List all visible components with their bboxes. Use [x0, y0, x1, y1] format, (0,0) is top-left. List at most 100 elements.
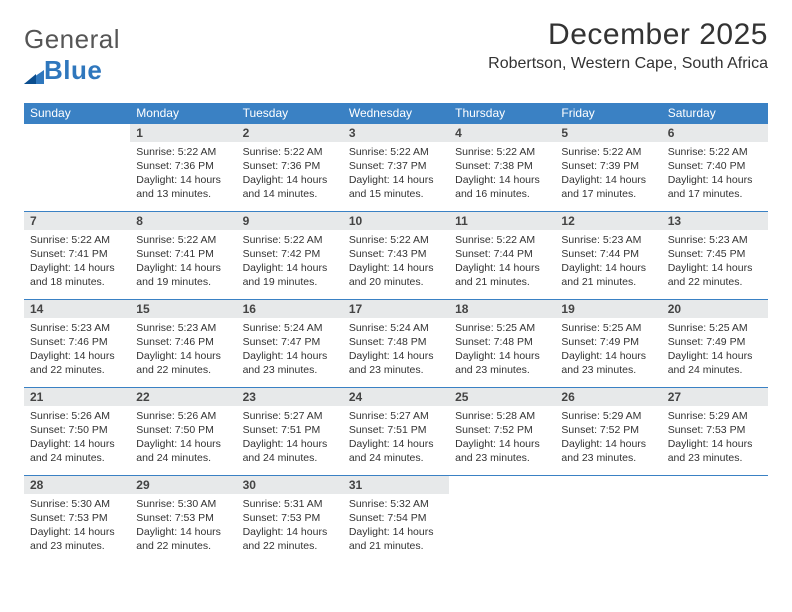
day-body: Sunrise: 5:30 AMSunset: 7:53 PMDaylight:… — [130, 494, 236, 558]
day-number: 6 — [662, 124, 768, 142]
day-number: 7 — [24, 212, 130, 230]
day-number: 3 — [343, 124, 449, 142]
day-number: 18 — [449, 300, 555, 318]
day-number: 24 — [343, 388, 449, 406]
day-number: 25 — [449, 388, 555, 406]
day-number: 28 — [24, 476, 130, 494]
day-number: 12 — [555, 212, 661, 230]
sunset-line: Sunset: 7:51 PM — [243, 423, 337, 437]
day-number: 15 — [130, 300, 236, 318]
sunset-line: Sunset: 7:41 PM — [30, 247, 124, 261]
sunset-line: Sunset: 7:54 PM — [349, 511, 443, 525]
sunset-line: Sunset: 7:50 PM — [136, 423, 230, 437]
day-number: 4 — [449, 124, 555, 142]
day-body: Sunrise: 5:22 AMSunset: 7:41 PMDaylight:… — [24, 230, 130, 294]
day-number: 10 — [343, 212, 449, 230]
day-body: Sunrise: 5:31 AMSunset: 7:53 PMDaylight:… — [237, 494, 343, 558]
sunrise-line: Sunrise: 5:26 AM — [136, 409, 230, 423]
sunrise-line: Sunrise: 5:31 AM — [243, 497, 337, 511]
sunrise-line: Sunrise: 5:23 AM — [668, 233, 762, 247]
sunrise-line: Sunrise: 5:22 AM — [243, 233, 337, 247]
day-cell: 20Sunrise: 5:25 AMSunset: 7:49 PMDayligh… — [662, 299, 768, 387]
day-cell: 29Sunrise: 5:30 AMSunset: 7:53 PMDayligh… — [130, 475, 236, 563]
day-cell: 22 Sunrise: 5:26 AMSunset: 7:50 PMDayligh… — [130, 387, 236, 475]
daylight-line: Daylight: 14 hours and 17 minutes. — [668, 173, 762, 201]
sunrise-line: Sunrise: 5:25 AM — [668, 321, 762, 335]
sunset-line: Sunset: 7:44 PM — [561, 247, 655, 261]
daylight-line: Daylight: 14 hours and 24 minutes. — [668, 349, 762, 377]
day-cell: 8Sunrise: 5:22 AMSunset: 7:41 PMDaylight… — [130, 211, 236, 299]
day-number: 21 — [24, 388, 130, 406]
day-number: 29 — [130, 476, 236, 494]
day-cell: 5Sunrise: 5:22 AMSunset: 7:39 PMDaylight… — [555, 123, 661, 211]
daylight-line: Daylight: 14 hours and 23 minutes. — [561, 437, 655, 465]
day-cell: 3Sunrise: 5:22 AMSunset: 7:37 PMDaylight… — [343, 123, 449, 211]
day-cell: 14Sunrise: 5:23 AMSunset: 7:46 PMDayligh… — [24, 299, 130, 387]
sunrise-line: Sunrise: 5:22 AM — [668, 145, 762, 159]
sunset-line: Sunset: 7:48 PM — [349, 335, 443, 349]
day-cell: 24Sunrise: 5:27 AMSunset: 7:51 PMDayligh… — [343, 387, 449, 475]
week-row: 21Sunrise: 5:26 AMSunset: 7:50 PMDayligh… — [24, 387, 768, 475]
day-number: 14 — [24, 300, 130, 318]
sunrise-line: Sunrise: 5:22 AM — [455, 233, 549, 247]
day-number: 11 — [449, 212, 555, 230]
day-number: 22 — [130, 388, 236, 406]
day-body: Sunrise: 5:26 AMSunset: 7:50 PMDaylight:… — [24, 406, 130, 470]
daylight-line: Daylight: 14 hours and 21 minutes. — [455, 261, 549, 289]
sunset-line: Sunset: 7:44 PM — [455, 247, 549, 261]
day-cell: 23Sunrise: 5:27 AMSunset: 7:51 PMDayligh… — [237, 387, 343, 475]
day-cell: 31Sunrise: 5:32 AMSunset: 7:54 PMDayligh… — [343, 475, 449, 563]
day-cell: 19Sunrise: 5:25 AMSunset: 7:49 PMDayligh… — [555, 299, 661, 387]
dayhead-thursday: Thursday — [449, 103, 555, 124]
sunrise-line: Sunrise: 5:24 AM — [243, 321, 337, 335]
sunset-line: Sunset: 7:52 PM — [561, 423, 655, 437]
week-row: 14Sunrise: 5:23 AMSunset: 7:46 PMDayligh… — [24, 299, 768, 387]
day-number: 2 — [237, 124, 343, 142]
sunrise-line: Sunrise: 5:22 AM — [136, 233, 230, 247]
daylight-line: Daylight: 14 hours and 19 minutes. — [243, 261, 337, 289]
page-title: December 2025 — [488, 18, 768, 52]
day-body: Sunrise: 5:28 AMSunset: 7:52 PMDaylight:… — [449, 406, 555, 470]
daylight-line: Daylight: 14 hours and 16 minutes. — [455, 173, 549, 201]
day-cell: 7Sunrise: 5:22 AMSunset: 7:41 PMDaylight… — [24, 211, 130, 299]
sunrise-line: Sunrise: 5:25 AM — [455, 321, 549, 335]
daylight-line: Daylight: 14 hours and 24 minutes. — [136, 437, 230, 465]
day-number: 27 — [662, 388, 768, 406]
sunset-line: Sunset: 7:53 PM — [136, 511, 230, 525]
sunset-line: Sunset: 7:50 PM — [30, 423, 124, 437]
day-cell: 12Sunrise: 5:23 AMSunset: 7:44 PMDayligh… — [555, 211, 661, 299]
dayhead-friday: Friday — [555, 103, 661, 124]
sunset-line: Sunset: 7:38 PM — [455, 159, 549, 173]
daylight-line: Daylight: 14 hours and 21 minutes. — [561, 261, 655, 289]
daylight-line: Daylight: 14 hours and 22 minutes. — [30, 349, 124, 377]
day-cell — [24, 123, 130, 211]
day-body: Sunrise: 5:22 AMSunset: 7:44 PMDaylight:… — [449, 230, 555, 294]
week-row: 1Sunrise: 5:22 AMSunset: 7:36 PMDaylight… — [24, 123, 768, 211]
sunset-line: Sunset: 7:45 PM — [668, 247, 762, 261]
daylight-line: Daylight: 14 hours and 23 minutes. — [455, 349, 549, 377]
day-cell: 6Sunrise: 5:22 AMSunset: 7:40 PMDaylight… — [662, 123, 768, 211]
day-body: Sunrise: 5:22 AMSunset: 7:37 PMDaylight:… — [343, 142, 449, 206]
sunrise-line: Sunrise: 5:22 AM — [349, 233, 443, 247]
sunrise-line: Sunrise: 5:26 AM — [30, 409, 124, 423]
day-cell: 10Sunrise: 5:22 AMSunset: 7:43 PMDayligh… — [343, 211, 449, 299]
day-body: Sunrise: 5:23 AMSunset: 7:45 PMDaylight:… — [662, 230, 768, 294]
day-body: Sunrise: 5:30 AMSunset: 7:53 PMDaylight:… — [24, 494, 130, 558]
day-cell: 16Sunrise: 5:24 AMSunset: 7:47 PMDayligh… — [237, 299, 343, 387]
day-number: 5 — [555, 124, 661, 142]
day-body: Sunrise: 5:23 AMSunset: 7:44 PMDaylight:… — [555, 230, 661, 294]
day-body: Sunrise: 5:25 AMSunset: 7:48 PMDaylight:… — [449, 318, 555, 382]
daylight-line: Daylight: 14 hours and 13 minutes. — [136, 173, 230, 201]
daylight-line: Daylight: 14 hours and 24 minutes. — [243, 437, 337, 465]
day-cell: 4Sunrise: 5:22 AMSunset: 7:38 PMDaylight… — [449, 123, 555, 211]
day-body: Sunrise: 5:29 AMSunset: 7:53 PMDaylight:… — [662, 406, 768, 470]
daylight-line: Daylight: 14 hours and 23 minutes. — [668, 437, 762, 465]
day-cell: 17Sunrise: 5:24 AMSunset: 7:48 PMDayligh… — [343, 299, 449, 387]
sunrise-line: Sunrise: 5:23 AM — [136, 321, 230, 335]
sunset-line: Sunset: 7:46 PM — [30, 335, 124, 349]
sunset-line: Sunset: 7:39 PM — [561, 159, 655, 173]
day-number: 31 — [343, 476, 449, 494]
day-cell: 1Sunrise: 5:22 AMSunset: 7:36 PMDaylight… — [130, 123, 236, 211]
sunrise-line: Sunrise: 5:22 AM — [30, 233, 124, 247]
day-number: 26 — [555, 388, 661, 406]
